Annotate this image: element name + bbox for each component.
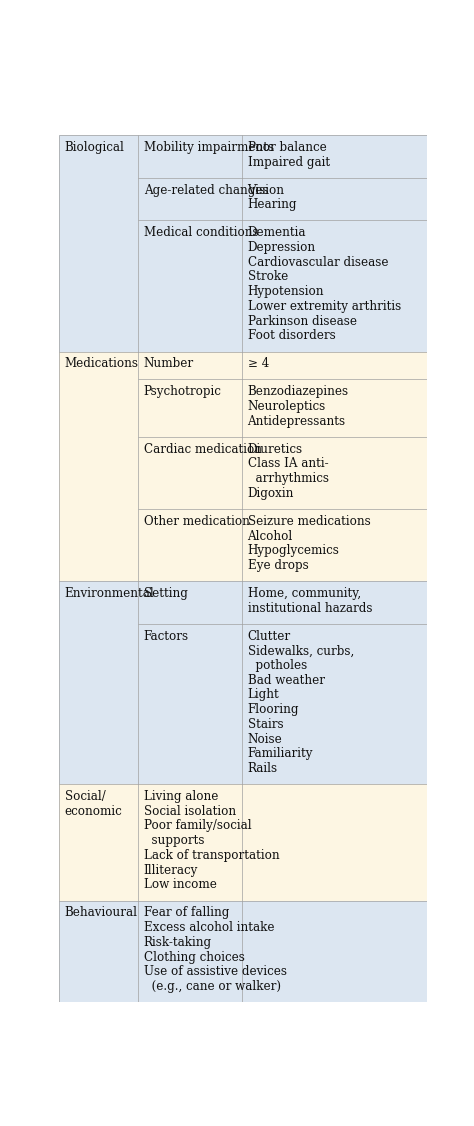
Text: Behavioural: Behavioural — [64, 906, 137, 919]
Text: Psychotropic: Psychotropic — [144, 385, 222, 399]
Text: Diuretics: Diuretics — [247, 443, 303, 456]
Bar — [242, 135, 427, 178]
Bar — [242, 581, 427, 624]
Bar — [59, 901, 138, 1002]
Bar — [59, 135, 138, 351]
Text: Impaired gait: Impaired gait — [247, 155, 330, 169]
Text: arrhythmics: arrhythmics — [247, 472, 328, 485]
Text: Poor balance: Poor balance — [247, 141, 326, 154]
Bar — [138, 785, 427, 901]
Text: Foot disorders: Foot disorders — [247, 329, 335, 342]
Text: Benzodiazepines: Benzodiazepines — [247, 385, 349, 399]
Text: Parkinson disease: Parkinson disease — [247, 314, 356, 328]
Text: Fear of falling: Fear of falling — [144, 906, 229, 919]
Text: Hypotension: Hypotension — [247, 285, 324, 298]
Bar — [138, 581, 242, 624]
Bar — [138, 351, 242, 379]
Text: Medical conditions: Medical conditions — [144, 226, 258, 239]
Text: Biological: Biological — [64, 141, 125, 154]
Bar — [242, 509, 427, 581]
Text: Hearing: Hearing — [247, 198, 297, 212]
Bar — [242, 351, 427, 379]
Bar — [138, 178, 242, 221]
Text: Clutter: Clutter — [247, 629, 291, 643]
Text: Sidewalks, curbs,: Sidewalks, curbs, — [247, 644, 354, 658]
Bar — [138, 379, 242, 437]
Text: Setting: Setting — [144, 587, 188, 600]
Bar — [242, 221, 427, 351]
Text: Poor family/social: Poor family/social — [144, 820, 251, 832]
Bar — [242, 178, 427, 221]
Text: Dementia: Dementia — [247, 226, 306, 239]
Bar — [59, 581, 138, 785]
Text: Neuroleptics: Neuroleptics — [247, 400, 326, 413]
Text: Medications: Medications — [64, 357, 139, 370]
Text: Living alone: Living alone — [144, 790, 218, 803]
Text: Cardiac medication: Cardiac medication — [144, 443, 262, 456]
Text: Bad weather: Bad weather — [247, 673, 325, 687]
Text: Noise: Noise — [247, 733, 283, 745]
Text: Factors: Factors — [144, 629, 189, 643]
Text: Seizure medications: Seizure medications — [247, 515, 370, 528]
Text: supports: supports — [144, 834, 204, 847]
Text: Vision: Vision — [247, 184, 284, 197]
Bar — [59, 785, 138, 901]
Text: Environmental: Environmental — [64, 587, 155, 600]
Text: Low income: Low income — [144, 878, 217, 892]
Text: Familiarity: Familiarity — [247, 748, 313, 760]
Bar — [138, 437, 242, 509]
Text: Rails: Rails — [247, 762, 278, 775]
Text: Social/
economic: Social/ economic — [64, 790, 122, 819]
Text: Depression: Depression — [247, 241, 316, 254]
Text: Age-related changes: Age-related changes — [144, 184, 268, 197]
Bar — [242, 624, 427, 785]
Text: (e.g., cane or walker): (e.g., cane or walker) — [144, 980, 281, 993]
Text: Lower extremity arthritis: Lower extremity arthritis — [247, 300, 401, 313]
Text: Flooring: Flooring — [247, 704, 299, 716]
Bar — [59, 351, 138, 581]
Text: Lack of transportation: Lack of transportation — [144, 849, 279, 861]
Text: ≥ 4: ≥ 4 — [247, 357, 269, 370]
Bar — [138, 624, 242, 785]
Text: Stroke: Stroke — [247, 270, 288, 284]
Text: Antidepressants: Antidepressants — [247, 414, 346, 428]
Text: Mobility impairments: Mobility impairments — [144, 141, 274, 154]
Text: Class IA anti-: Class IA anti- — [247, 457, 328, 471]
Text: Illiteracy: Illiteracy — [144, 864, 198, 877]
Bar — [242, 379, 427, 437]
Text: Social isolation: Social isolation — [144, 805, 236, 817]
Text: potholes: potholes — [247, 659, 307, 672]
Bar — [138, 221, 242, 351]
Text: Light: Light — [247, 688, 279, 701]
Bar — [138, 901, 427, 1002]
Text: Home, community,: Home, community, — [247, 587, 361, 600]
Text: institutional hazards: institutional hazards — [247, 601, 372, 615]
Text: Cardiovascular disease: Cardiovascular disease — [247, 256, 388, 269]
Bar — [138, 135, 242, 178]
Text: Number: Number — [144, 357, 194, 370]
Text: Stairs: Stairs — [247, 718, 283, 731]
Text: Risk-taking: Risk-taking — [144, 936, 212, 949]
Text: Hypoglycemics: Hypoglycemics — [247, 544, 339, 557]
Text: Eye drops: Eye drops — [247, 558, 308, 572]
Bar — [138, 509, 242, 581]
Text: Other medication: Other medication — [144, 515, 250, 528]
Text: Use of assistive devices: Use of assistive devices — [144, 965, 287, 978]
Bar — [242, 437, 427, 509]
Text: Excess alcohol intake: Excess alcohol intake — [144, 921, 274, 935]
Text: Digoxin: Digoxin — [247, 486, 294, 500]
Text: Clothing choices: Clothing choices — [144, 950, 245, 964]
Text: Alcohol: Alcohol — [247, 529, 293, 543]
